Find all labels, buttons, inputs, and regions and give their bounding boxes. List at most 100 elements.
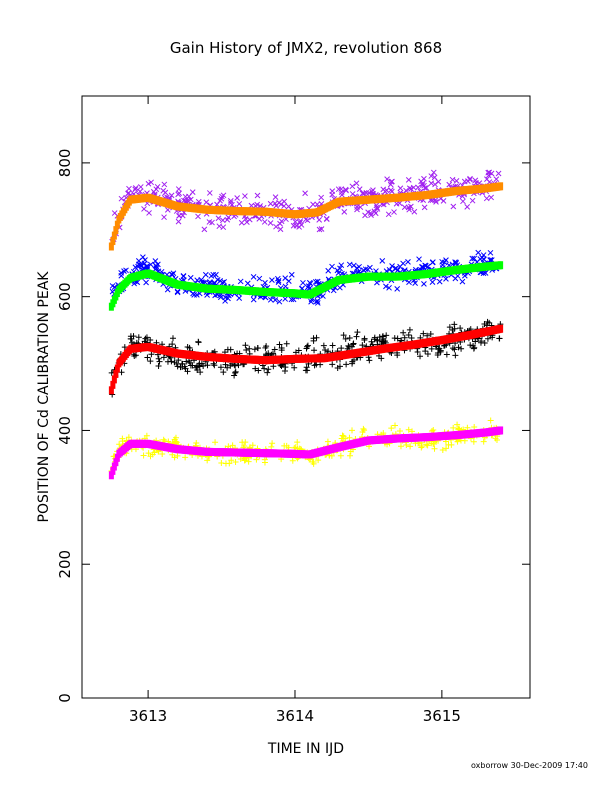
data-point (388, 425, 395, 432)
data-point (237, 456, 244, 463)
data-point (174, 289, 181, 296)
data-point (278, 347, 285, 354)
data-point (250, 274, 257, 280)
data-point (453, 178, 460, 184)
data-point (270, 363, 277, 370)
data-point (144, 263, 150, 270)
data-point (132, 186, 139, 193)
data-point (110, 237, 116, 246)
data-point (164, 286, 171, 293)
data-point (206, 190, 213, 196)
data-point (267, 296, 274, 303)
data-point (487, 417, 494, 424)
data-point (204, 362, 211, 369)
data-point (446, 181, 453, 188)
x-tick-label: 3614 (276, 707, 314, 725)
data-point (430, 259, 436, 265)
data-point (320, 342, 327, 349)
data-point (169, 341, 176, 348)
data-point (176, 213, 182, 219)
data-point (108, 386, 114, 395)
data-point (469, 255, 476, 262)
data-point (405, 426, 412, 433)
data-point (337, 452, 344, 459)
data-point (394, 267, 401, 274)
data-point (244, 280, 251, 287)
data-point (118, 270, 124, 276)
y-tick-label: 800 (56, 149, 74, 178)
data-point (429, 279, 436, 285)
data-point (265, 366, 272, 373)
data-point (433, 199, 439, 205)
data-point (194, 292, 200, 298)
data-point (496, 335, 503, 342)
data-point (161, 181, 168, 188)
data-point (484, 335, 491, 342)
data-point (325, 267, 332, 274)
data-point (330, 287, 337, 294)
data-point (400, 329, 407, 336)
data-point (304, 342, 311, 349)
data-point (378, 355, 385, 362)
data-point (269, 350, 276, 357)
data-point (353, 180, 360, 187)
data-point (386, 284, 392, 291)
data-point (297, 218, 304, 224)
data-point (349, 183, 356, 190)
footer-credit: oxborrow 30-Dec-2009 17:40 (471, 761, 588, 770)
data-point (195, 213, 201, 220)
data-point (428, 345, 435, 352)
x-tick-label: 3613 (129, 707, 167, 725)
data-point (228, 457, 235, 464)
data-point (439, 447, 446, 454)
data-point (405, 259, 411, 265)
data-point (318, 194, 325, 201)
data-point (470, 342, 477, 349)
data-point (207, 279, 213, 285)
data-point (292, 218, 299, 225)
data-point (251, 346, 258, 353)
data-point (186, 344, 193, 351)
data-point (472, 177, 479, 184)
data-point (213, 271, 219, 278)
data-point (269, 440, 276, 447)
series-1 (108, 182, 504, 251)
data-point (143, 279, 149, 286)
data-point (436, 278, 443, 285)
data-point (472, 338, 479, 345)
data-point (467, 342, 474, 349)
data-point (160, 354, 167, 361)
data-point (174, 288, 181, 295)
data-point (316, 226, 323, 233)
data-point (470, 345, 477, 352)
data-point (385, 211, 392, 218)
data-point (236, 200, 243, 207)
data-point (430, 427, 437, 434)
data-point (268, 443, 275, 450)
series-5 (108, 324, 504, 395)
data-point (323, 215, 330, 222)
data-point (383, 283, 389, 290)
data-point (359, 342, 366, 349)
data-point (448, 441, 455, 448)
data-point (231, 372, 238, 379)
data-point (267, 220, 274, 226)
data-point (483, 195, 490, 202)
data-point (281, 198, 288, 205)
data-point (487, 249, 494, 256)
data-point (312, 278, 319, 285)
data-point (397, 263, 403, 270)
data-point (467, 175, 473, 182)
data-point (150, 188, 157, 195)
data-point (361, 335, 368, 342)
data-point (359, 428, 366, 435)
data-point (354, 329, 361, 336)
data-point (346, 261, 353, 268)
data-point (339, 432, 346, 439)
data-point (246, 345, 253, 352)
data-point (215, 215, 222, 222)
data-point (174, 452, 181, 459)
data-point (202, 271, 209, 278)
data-point (459, 278, 466, 285)
data-point (346, 452, 353, 459)
